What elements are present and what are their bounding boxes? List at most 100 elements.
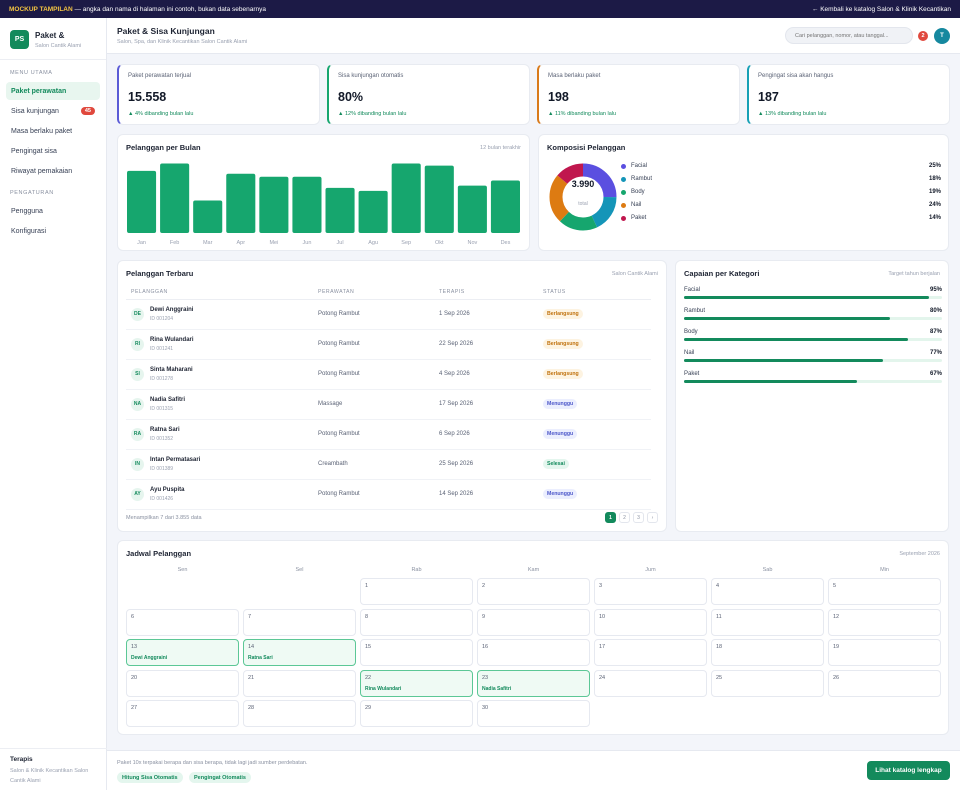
kpi-value: 198 bbox=[548, 90, 569, 104]
status-badge: Berlangsung bbox=[543, 339, 583, 349]
sidebar-item-paket-perawatan[interactable]: Paket perawatan bbox=[6, 82, 100, 100]
avatar[interactable]: T bbox=[934, 28, 950, 44]
calendar-day-7[interactable]: 7 bbox=[243, 608, 356, 636]
user-role: Terapis bbox=[10, 756, 33, 763]
treatment-cell: Potong Rambut bbox=[313, 299, 434, 330]
monthly-customers-card: Pelanggan per Bulan 12 bulan terakhir Ja… bbox=[117, 134, 530, 251]
table-row[interactable]: RA Ratna Sari ID 001352 Potong Rambut 6 Sep … bbox=[126, 419, 651, 450]
customer-name: Sinta Maharani bbox=[150, 366, 193, 373]
calendar-day-18[interactable]: 18 bbox=[711, 639, 824, 666]
sidebar-item-riwayat-pemakaian[interactable]: Riwayat pemakaian bbox=[6, 162, 100, 180]
search-input[interactable] bbox=[785, 27, 913, 44]
card-meta: 12 bulan terakhir bbox=[480, 145, 521, 151]
calendar-day-13[interactable]: 13 Dewi Anggraini bbox=[126, 639, 239, 666]
brand-logo: PS bbox=[10, 30, 29, 49]
table-row[interactable]: IN Intan Permatasari ID 001389 Creambath 25 … bbox=[126, 449, 651, 480]
table-row[interactable]: DE Dewi Anggraini ID 001204 Potong Rambut 1 … bbox=[126, 299, 651, 330]
schedule-calendar-card: Jadwal Pelanggan September 2026 Sen Sel Ra… bbox=[117, 540, 949, 735]
user-org: Salon & Klinik Kecantikan Salon Cantik A… bbox=[10, 768, 89, 784]
sidebar-item-sisa-kunjungan[interactable]: Sisa kunjungan 45 bbox=[6, 102, 100, 120]
customer: IN Intan Permatasari ID 001389 bbox=[131, 457, 313, 472]
progress-label: Paket bbox=[684, 371, 700, 377]
calendar-day-1[interactable]: 1 bbox=[360, 578, 473, 605]
brand-name: Paket & bbox=[35, 30, 65, 40]
calendar-day-5[interactable]: 5 bbox=[828, 578, 941, 605]
pagination: 1 2 3 › bbox=[605, 512, 658, 523]
notification-badge[interactable]: 2 bbox=[918, 31, 928, 41]
kpi-label: Sisa kunjungan otomatis bbox=[338, 73, 404, 79]
table-row[interactable]: SI Sinta Maharani ID 001278 Potong Rambut 4 … bbox=[126, 359, 651, 390]
page-button-1[interactable]: 1 bbox=[605, 512, 616, 523]
progress-item-rambut: Rambut 80% bbox=[684, 308, 942, 320]
donut-total: 3.990 bbox=[571, 179, 595, 189]
sidebar-item-pengguna[interactable]: Pengguna bbox=[6, 202, 100, 220]
view-catalog-button[interactable]: Lihat katalog lengkap bbox=[867, 761, 950, 780]
sidebar-item-masa-berlaku[interactable]: Masa berlaku paket bbox=[6, 122, 100, 140]
calendar-day-11[interactable]: 11 bbox=[711, 608, 824, 636]
bar-axis-label: Jul bbox=[337, 240, 344, 246]
bar-mar bbox=[193, 200, 223, 233]
customer: SI Sinta Maharani ID 001278 bbox=[131, 367, 313, 382]
calendar-day-30[interactable]: 30 bbox=[477, 700, 590, 727]
table-row[interactable]: NA Nadia Safitri ID 001315 Massage 17 Sep 20… bbox=[126, 389, 651, 420]
day-number: 7 bbox=[248, 613, 252, 620]
date-cell: 1 Sep 2026 bbox=[434, 299, 538, 330]
calendar-event[interactable]: Nadia Safitri bbox=[482, 685, 512, 692]
calendar-day-21[interactable]: 21 bbox=[243, 669, 356, 697]
card-meta: September 2026 bbox=[899, 551, 940, 557]
customer: AY Ayu Puspita ID 001426 bbox=[131, 487, 313, 502]
card-meta: Target tahun berjalan bbox=[888, 271, 940, 277]
calendar-day-25[interactable]: 25 bbox=[711, 669, 824, 697]
calendar-day-2[interactable]: 2 bbox=[477, 578, 590, 605]
back-to-catalog-link[interactable]: ← Kembali ke katalog Salon & Klinik Keca… bbox=[811, 5, 951, 13]
section-settings: PENGATURAN bbox=[10, 190, 54, 196]
table-row[interactable]: AY Ayu Puspita ID 001426 Potong Rambut 14 Se… bbox=[126, 479, 651, 510]
calendar-day-9[interactable]: 9 bbox=[477, 608, 590, 636]
bar-mei bbox=[259, 176, 289, 233]
bar-axis-label: Jun bbox=[303, 240, 312, 246]
calendar-day-8[interactable]: 8 bbox=[360, 608, 473, 636]
progress-item-facial: Facial 95% bbox=[684, 287, 942, 299]
day-number: 11 bbox=[716, 613, 722, 620]
sidebar-item-konfigurasi[interactable]: Konfigurasi bbox=[6, 222, 100, 240]
calendar-day-22[interactable]: 22 Rina Wulandari bbox=[360, 669, 473, 697]
page-button-2[interactable]: 2 bbox=[619, 512, 630, 523]
next-page-button[interactable]: › bbox=[647, 512, 658, 523]
bar-apr bbox=[226, 173, 256, 233]
calendar-event[interactable]: Dewi Anggraini bbox=[131, 655, 168, 661]
calendar-day-6[interactable]: 6 bbox=[126, 608, 239, 636]
calendar-day-12[interactable]: 12 bbox=[828, 608, 941, 636]
table-row[interactable]: RI Rina Wulandari ID 001241 Potong Rambut 22… bbox=[126, 329, 651, 360]
card-title: Pelanggan per Bulan bbox=[126, 143, 201, 152]
calendar-day-14[interactable]: 14 Ratna Sari bbox=[243, 639, 356, 666]
calendar-day-16[interactable]: 16 bbox=[477, 639, 590, 666]
calendar-day-23[interactable]: 23 Nadia Safitri bbox=[477, 669, 590, 697]
sidebar-count-badge: 45 bbox=[80, 107, 95, 115]
banner-note: MOCKUP TAMPILAN — angka dan nama di hala… bbox=[9, 6, 266, 13]
calendar-day-15[interactable]: 15 bbox=[360, 639, 473, 666]
day-number: 8 bbox=[365, 613, 369, 620]
status-cell: Berlangsung bbox=[538, 329, 651, 360]
day-number: 5 bbox=[833, 583, 837, 589]
calendar-day-27[interactable]: 27 bbox=[126, 700, 239, 727]
calendar-day-24[interactable]: 24 bbox=[594, 669, 707, 697]
calendar-day-28[interactable]: 28 bbox=[243, 700, 356, 727]
calendar-day-3[interactable]: 3 bbox=[594, 578, 707, 605]
kpi-card-pengingat: Pengingat sisa akan hangus 187 ▲ 13% dib… bbox=[747, 64, 950, 125]
calendar-event[interactable]: Ratna Sari bbox=[248, 655, 273, 661]
calendar-event[interactable]: Rina Wulandari bbox=[365, 685, 402, 692]
calendar-day-29[interactable]: 29 bbox=[360, 700, 473, 727]
sidebar-item-pengingat-sisa[interactable]: Pengingat sisa bbox=[6, 142, 100, 160]
day-number: 13 bbox=[131, 644, 138, 650]
treatment-cell: Potong Rambut bbox=[313, 329, 434, 360]
calendar-day-20[interactable]: 20 bbox=[126, 669, 239, 697]
calendar-day-26[interactable]: 26 bbox=[828, 669, 941, 697]
bar-des bbox=[490, 180, 520, 233]
progress-label: Rambut bbox=[684, 308, 706, 314]
progress-fill bbox=[684, 380, 857, 383]
calendar-day-19[interactable]: 19 bbox=[828, 639, 941, 666]
page-button-3[interactable]: 3 bbox=[633, 512, 644, 523]
calendar-day-10[interactable]: 10 bbox=[594, 608, 707, 636]
calendar-day-4[interactable]: 4 bbox=[711, 578, 824, 605]
calendar-day-17[interactable]: 17 bbox=[594, 639, 707, 666]
